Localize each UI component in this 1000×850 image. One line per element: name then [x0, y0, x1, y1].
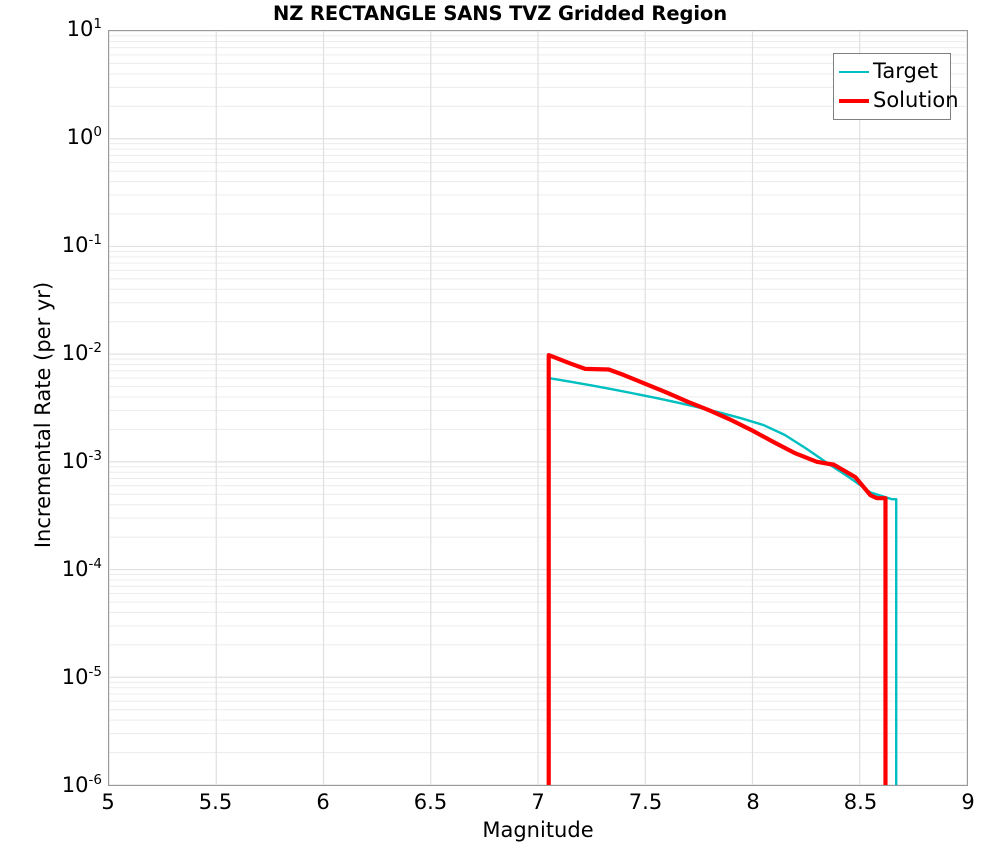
- legend-label: Target: [873, 59, 938, 83]
- y-axis-tick-label: 10-6: [61, 772, 102, 797]
- y-axis-title: Incremental Rate (per yr): [31, 281, 55, 549]
- x-axis-tick-label: 5.5: [198, 790, 233, 814]
- x-axis-tick-label: 9: [961, 790, 975, 814]
- plot-area: [108, 30, 968, 786]
- legend-item[interactable]: Target: [839, 57, 945, 86]
- y-tick-mantissa: 10: [61, 557, 89, 581]
- x-axis-tick-label: 8.5: [843, 790, 878, 814]
- x-axis-tick-label: 5: [101, 790, 115, 814]
- y-axis-tick-label: 100: [66, 124, 102, 149]
- x-axis-title: Magnitude: [482, 818, 594, 842]
- legend-label: Solution: [873, 88, 959, 112]
- y-axis-tick-label: 101: [66, 16, 102, 41]
- y-tick-mantissa: 10: [66, 125, 94, 149]
- y-axis-tick-label: 10-1: [61, 232, 102, 257]
- y-axis-tick-label: 10-4: [61, 556, 102, 581]
- y-tick-exponent: -2: [88, 340, 102, 356]
- x-axis-tick-label: 6.5: [413, 790, 448, 814]
- grid-lines: [109, 31, 967, 785]
- legend: Target Solution: [833, 53, 959, 120]
- y-tick-exponent: -6: [88, 772, 102, 788]
- y-tick-mantissa: 10: [61, 665, 89, 689]
- y-tick-exponent: -1: [88, 232, 102, 248]
- x-axis-tick-label: 7.5: [628, 790, 663, 814]
- x-axis-tick-label: 8: [746, 790, 760, 814]
- y-tick-exponent: -4: [88, 556, 102, 572]
- y-tick-exponent: -5: [88, 664, 102, 680]
- y-tick-exponent: 1: [93, 16, 102, 32]
- legend-item[interactable]: Solution: [839, 86, 959, 115]
- x-axis-tick-label: 6: [316, 790, 330, 814]
- y-tick-mantissa: 10: [61, 773, 89, 797]
- x-axis-tick-label: 7: [531, 790, 545, 814]
- y-tick-mantissa: 10: [66, 17, 94, 41]
- y-tick-mantissa: 10: [61, 341, 89, 365]
- y-tick-mantissa: 10: [61, 449, 89, 473]
- data-series-layer: [546, 352, 898, 785]
- y-tick-mantissa: 10: [61, 233, 89, 257]
- y-tick-exponent: -3: [88, 448, 102, 464]
- y-axis-tick-label: 10-5: [61, 664, 102, 689]
- y-tick-exponent: 0: [93, 124, 102, 140]
- y-axis-tick-label: 10-2: [61, 340, 102, 365]
- y-axis-tick-label: 10-3: [61, 448, 102, 473]
- chart-title: NZ RECTANGLE SANS TVZ Gridded Region: [272, 2, 727, 25]
- legend-color-swatch: [839, 98, 869, 103]
- legend-color-swatch: [839, 70, 869, 73]
